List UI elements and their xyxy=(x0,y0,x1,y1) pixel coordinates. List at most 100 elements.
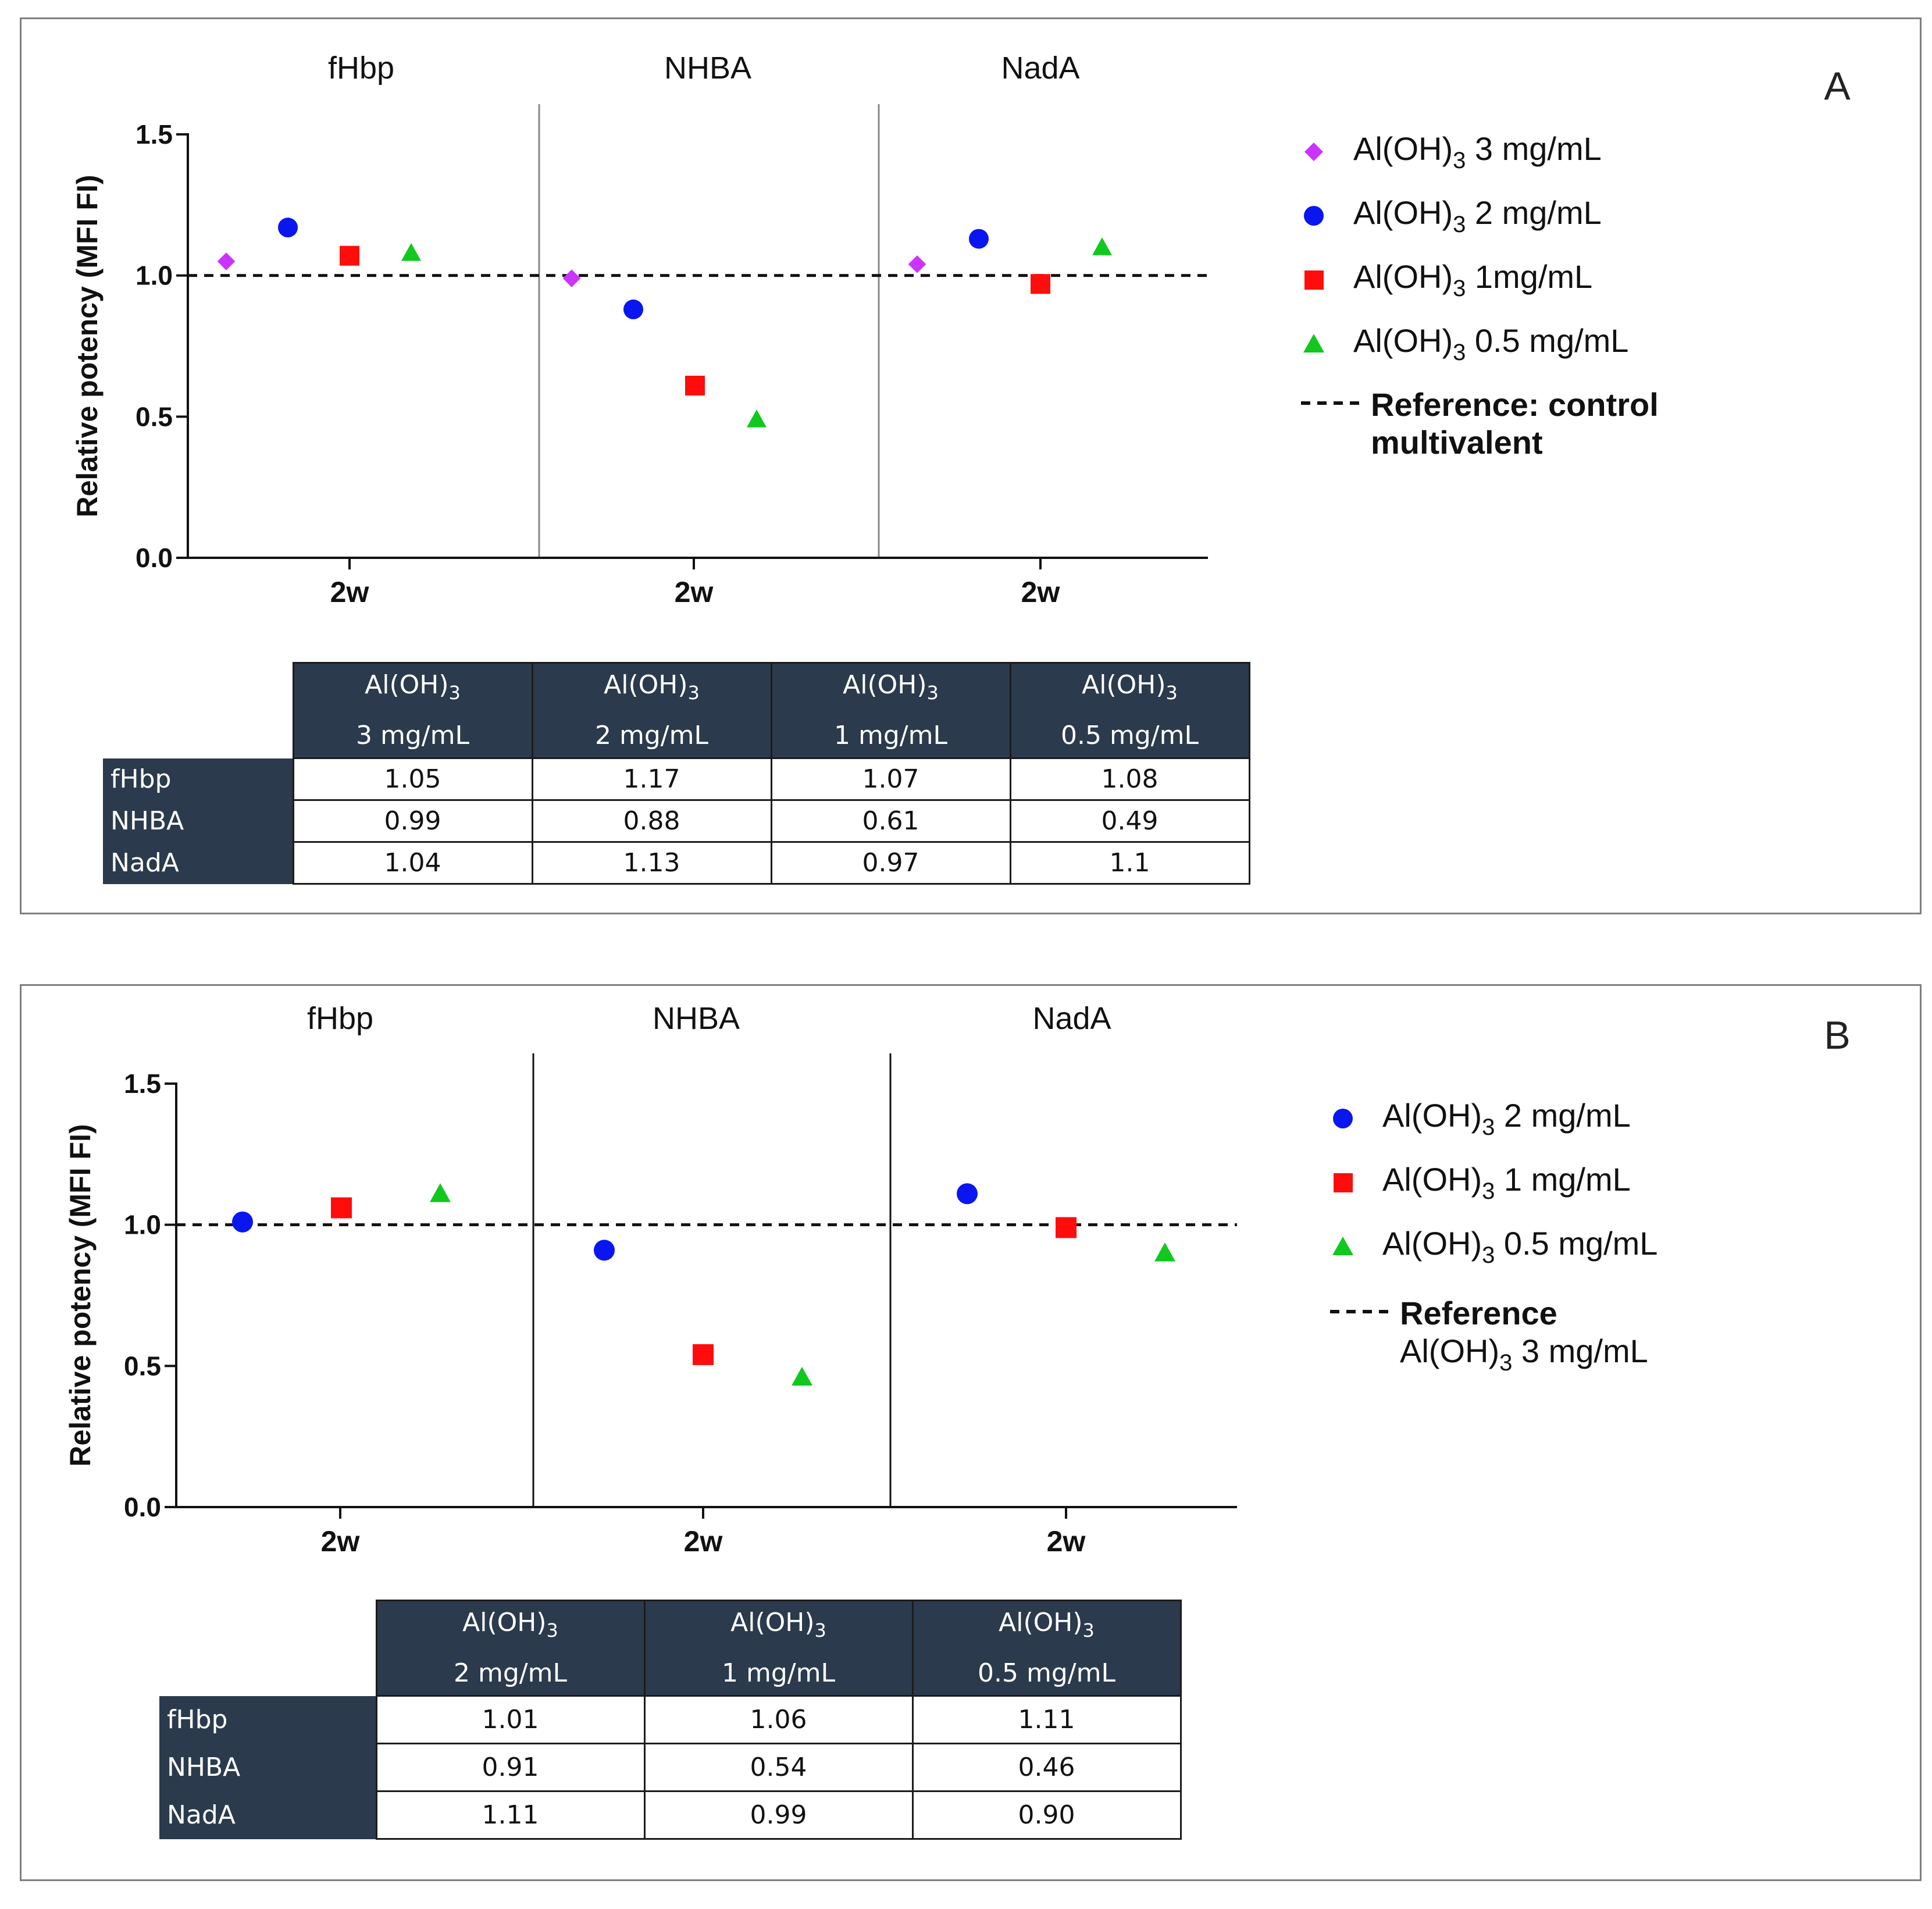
data-point-diamond xyxy=(562,269,581,287)
square-marker-icon xyxy=(1301,262,1353,297)
data-point-diamond xyxy=(217,252,236,270)
table-cell: 1.17 xyxy=(531,757,772,801)
table-col-header: Al(OH)3 1 mg/mL xyxy=(643,1600,914,1697)
legend-item: Al(OH)3 2 mg/mL xyxy=(1330,1096,1631,1141)
y-axis-label: Relative potency (MFI FI) xyxy=(64,1124,97,1467)
table-header-row: Al(OH)3 2 mg/mL Al(OH)3 1 mg/mL Al(OH)3 0.5… xyxy=(160,1600,1182,1697)
data-point-circle xyxy=(278,218,298,238)
x-tick-label: 2w xyxy=(1021,576,1060,608)
data-point-square xyxy=(685,375,705,396)
x-tick-label: 2w xyxy=(684,1525,723,1558)
triangle-marker-icon xyxy=(1301,326,1353,361)
legend-reference: Reference: control multivalent xyxy=(1301,386,1659,461)
data-point-square xyxy=(331,1197,352,1219)
circle-marker-icon xyxy=(1330,1101,1382,1136)
table-cell: 0.61 xyxy=(770,799,1011,843)
data-point-triangle xyxy=(1154,1242,1175,1262)
table-col-header: Al(OH)3 3 mg/mL xyxy=(292,662,533,759)
data-point-square xyxy=(1031,274,1050,294)
y-tick-label: 1.0 xyxy=(124,1210,161,1240)
panel-label: B xyxy=(1824,1013,1850,1057)
table-cell: 1.05 xyxy=(292,757,533,801)
circle-marker-icon xyxy=(1301,198,1353,233)
table-cell: 0.91 xyxy=(375,1743,646,1792)
data-point-circle xyxy=(623,299,643,319)
table-row-label: NadA xyxy=(159,1791,377,1839)
x-tick-label: 2w xyxy=(1047,1525,1086,1558)
legend-item: Al(OH)3 0.5 mg/mL xyxy=(1330,1224,1657,1269)
data-point-circle xyxy=(969,229,989,249)
data-point-diamond xyxy=(908,255,926,273)
y-tick-label: 1.5 xyxy=(124,1069,161,1099)
x-tick-label: 2w xyxy=(675,576,714,608)
table-cell: 1.04 xyxy=(292,841,533,885)
legend-a: Al(OH)3 3 mg/mL Al(OH)3 2 mg/mL Al(OH)3 … xyxy=(1301,130,1883,502)
table-cell: 0.88 xyxy=(531,799,772,843)
diamond-marker-icon xyxy=(1301,134,1353,169)
table-cell: 0.46 xyxy=(911,1743,1182,1792)
table-col-header: Al(OH)3 0.5 mg/mL xyxy=(911,1600,1182,1697)
table-cell: 0.90 xyxy=(911,1790,1182,1840)
y-tick-label: 0.0 xyxy=(136,543,173,573)
table-cell: 0.54 xyxy=(643,1743,914,1792)
table-col-header: Al(OH)3 0.5 mg/mL xyxy=(1009,662,1250,759)
y-tick-label: 1.5 xyxy=(136,119,173,149)
table-cell: 1.08 xyxy=(1009,757,1250,801)
y-axis-label: Relative potency (MFI FI) xyxy=(71,175,104,518)
facet-title: fHbp xyxy=(307,1001,373,1036)
table-cell: 1.01 xyxy=(375,1695,646,1744)
square-marker-icon xyxy=(1330,1165,1382,1200)
data-point-triangle xyxy=(792,1366,812,1386)
data-point-triangle xyxy=(747,409,767,428)
table-cell: 1.1 xyxy=(1009,841,1250,885)
table-cell: 1.06 xyxy=(643,1695,914,1744)
x-tick-label: 2w xyxy=(330,576,369,608)
y-tick-label: 0.5 xyxy=(124,1351,161,1381)
table-row-label: NHBA xyxy=(103,800,294,842)
legend-item: Al(OH)3 2 mg/mL xyxy=(1301,194,1602,238)
data-point-square xyxy=(693,1344,714,1365)
table-row: NadA 1.11 0.99 0.90 xyxy=(159,1790,1182,1840)
x-tick-label: 2w xyxy=(321,1525,360,1558)
table-cell: 1.11 xyxy=(911,1695,1182,1744)
legend-item: Al(OH)3 1 mg/mL xyxy=(1330,1160,1631,1205)
facet-title: NadA xyxy=(1032,1001,1111,1036)
y-tick-label: 0.5 xyxy=(136,401,173,432)
facet-title: NHBA xyxy=(653,1001,740,1036)
values-table-b: Al(OH)3 2 mg/mL Al(OH)3 1 mg/mL Al(OH)3 0.5… xyxy=(159,1600,1182,1840)
table-cell: 0.99 xyxy=(292,799,533,843)
table-col-header: Al(OH)3 2 mg/mL xyxy=(531,662,772,759)
data-point-triangle xyxy=(1092,237,1112,255)
legend-item: Al(OH)3 1mg/mL xyxy=(1301,258,1592,302)
facet-title: NHBA xyxy=(664,51,751,86)
legend-b: Al(OH)3 2 mg/mL Al(OH)3 1 mg/mL Al(OH)3 … xyxy=(1330,1096,1900,1422)
y-tick-label: 1.0 xyxy=(136,261,173,291)
panel-label: A xyxy=(1824,64,1851,108)
table-row-label: fHbp xyxy=(103,758,294,800)
data-point-triangle xyxy=(430,1183,451,1202)
data-point-circle xyxy=(594,1240,615,1261)
table-row-label: NadA xyxy=(103,842,294,884)
table-cell: 0.97 xyxy=(770,841,1011,885)
facet-title: NadA xyxy=(1001,51,1079,86)
table-cell: 1.07 xyxy=(770,757,1011,801)
table-row: NadA 1.04 1.13 0.97 1.1 xyxy=(103,841,1250,885)
table-row: NHBA 0.91 0.54 0.46 xyxy=(159,1743,1182,1792)
table-header-row: Al(OH)3 3 mg/mL Al(OH)3 2 mg/mL Al(OH)3 1 m… xyxy=(104,662,1250,759)
table-col-header: Al(OH)3 2 mg/mL xyxy=(375,1600,646,1697)
facet-title: fHbp xyxy=(328,51,394,86)
table-cell: 1.13 xyxy=(531,841,772,885)
table-cell: 0.49 xyxy=(1009,799,1250,843)
table-row-label: fHbp xyxy=(159,1696,377,1744)
data-point-square xyxy=(1056,1217,1076,1238)
dashed-line-icon xyxy=(1330,1294,1400,1329)
table-col-header: Al(OH)3 1 mg/mL xyxy=(770,662,1011,759)
table-row-label: NHBA xyxy=(159,1743,377,1792)
legend-reference: Reference Al(OH)3 3 mg/mL xyxy=(1330,1294,1648,1376)
data-point-square xyxy=(340,245,359,266)
triangle-marker-icon xyxy=(1330,1229,1382,1264)
